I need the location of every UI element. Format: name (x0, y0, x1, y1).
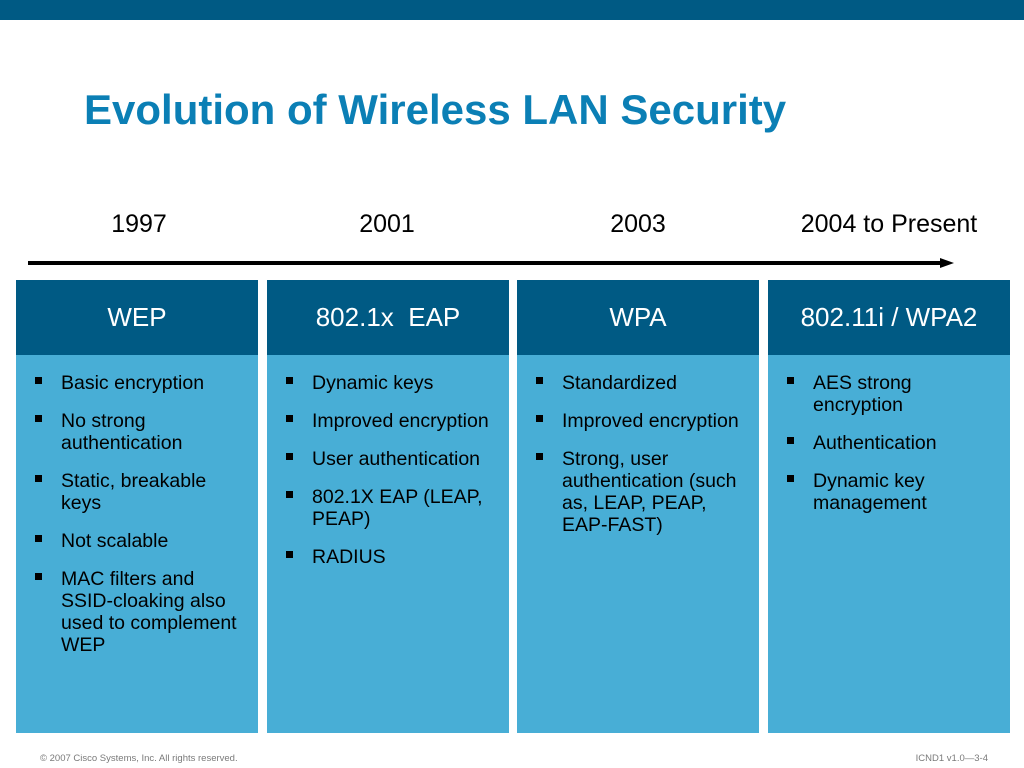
column-header: 802.11i / WPA2 (768, 280, 1010, 355)
list-item: User authentication (286, 448, 497, 470)
list-item-text: Dynamic key management (813, 470, 927, 514)
list-item: RADIUS (286, 546, 497, 568)
list-item: Basic encryption (35, 372, 246, 394)
list-item-text: 802.1X EAP (LEAP, PEAP) (312, 486, 483, 530)
list-item-text: Dynamic keys (312, 372, 434, 394)
list-item: AES strong encryption (787, 372, 998, 416)
list-item: MAC filters and SSID-cloaking also used … (35, 568, 246, 656)
list-item-text: No strong authentication (61, 410, 183, 454)
bullet-icon (35, 535, 42, 542)
bullet-icon (35, 573, 42, 580)
list-item: 802.1X EAP (LEAP, PEAP) (286, 486, 497, 530)
list-item: Not scalable (35, 530, 246, 552)
bullet-list: Standardized Improved encryption Strong,… (517, 355, 759, 536)
bullet-icon (35, 377, 42, 384)
bullet-icon (536, 377, 543, 384)
bullet-icon (35, 415, 42, 422)
list-item: Standardized (536, 372, 747, 394)
list-item-text: Not scalable (61, 530, 169, 552)
column-header: WEP (16, 280, 258, 355)
list-item-text: Authentication (813, 432, 937, 454)
list-item: Static, breakable keys (35, 470, 246, 514)
slide-title: Evolution of Wireless LAN Security (84, 86, 787, 133)
list-item: Improved encryption (536, 410, 747, 432)
list-item-text: Improved encryption (312, 410, 489, 432)
list-item: Improved encryption (286, 410, 497, 432)
bullet-icon (286, 377, 293, 384)
list-item: No strong authentication (35, 410, 246, 454)
list-item: Authentication (787, 432, 998, 454)
list-item-text: MAC filters and SSID-cloaking also used … (61, 568, 237, 656)
timeline-arrow (28, 258, 954, 268)
bullet-icon (286, 453, 293, 460)
bullet-icon (286, 551, 293, 558)
bullet-icon (286, 491, 293, 498)
list-item-text: AES strong encryption (813, 372, 912, 416)
slide-number: ICND1 v1.0—3-4 (915, 753, 988, 764)
bullet-icon (787, 475, 794, 482)
list-item: Dynamic keys (286, 372, 497, 394)
bullet-list: Basic encryption No strong authenticatio… (16, 355, 258, 656)
column-80211i-wpa2: 802.11i / WPA2 AES strong encryption Aut… (768, 280, 1010, 733)
column-wpa: WPA Standardized Improved encryption Str… (517, 280, 759, 733)
list-item-text: User authentication (312, 448, 481, 470)
column-header: 802.1x EAP (267, 280, 509, 355)
list-item-text: Static, breakable keys (61, 470, 207, 514)
bullet-list: AES strong encryption Authentication Dyn… (768, 355, 1010, 514)
list-item-text: Strong, user authentication (such as, LE… (562, 448, 737, 536)
list-item-text: Basic encryption (61, 372, 205, 394)
timeline-year-2003: 2003 (610, 210, 666, 238)
list-item: Dynamic key management (787, 470, 998, 514)
list-item-text: Standardized (562, 372, 677, 394)
list-item-text: RADIUS (312, 546, 386, 568)
bullet-list: Dynamic keys Improved encryption User au… (267, 355, 509, 568)
bullet-icon (787, 437, 794, 444)
copyright-notice: © 2007 Cisco Systems, Inc. All rights re… (40, 753, 238, 764)
bullet-icon (286, 415, 293, 422)
bullet-icon (787, 377, 794, 384)
timeline-year-2001: 2001 (359, 210, 415, 238)
list-item: Strong, user authentication (such as, LE… (536, 448, 747, 536)
bullet-icon (536, 415, 543, 422)
list-item-text: Improved encryption (562, 410, 739, 432)
timeline-year-2004-present: 2004 to Present (800, 210, 978, 238)
top-bar (0, 0, 1024, 20)
timeline-year-1997: 1997 (111, 210, 167, 238)
bullet-icon (536, 453, 543, 460)
column-8021x-eap: 802.1x EAP Dynamic keys Improved encrypt… (267, 280, 509, 733)
column-wep: WEP Basic encryption No strong authentic… (16, 280, 258, 733)
column-header: WPA (517, 280, 759, 355)
bullet-icon (35, 475, 42, 482)
